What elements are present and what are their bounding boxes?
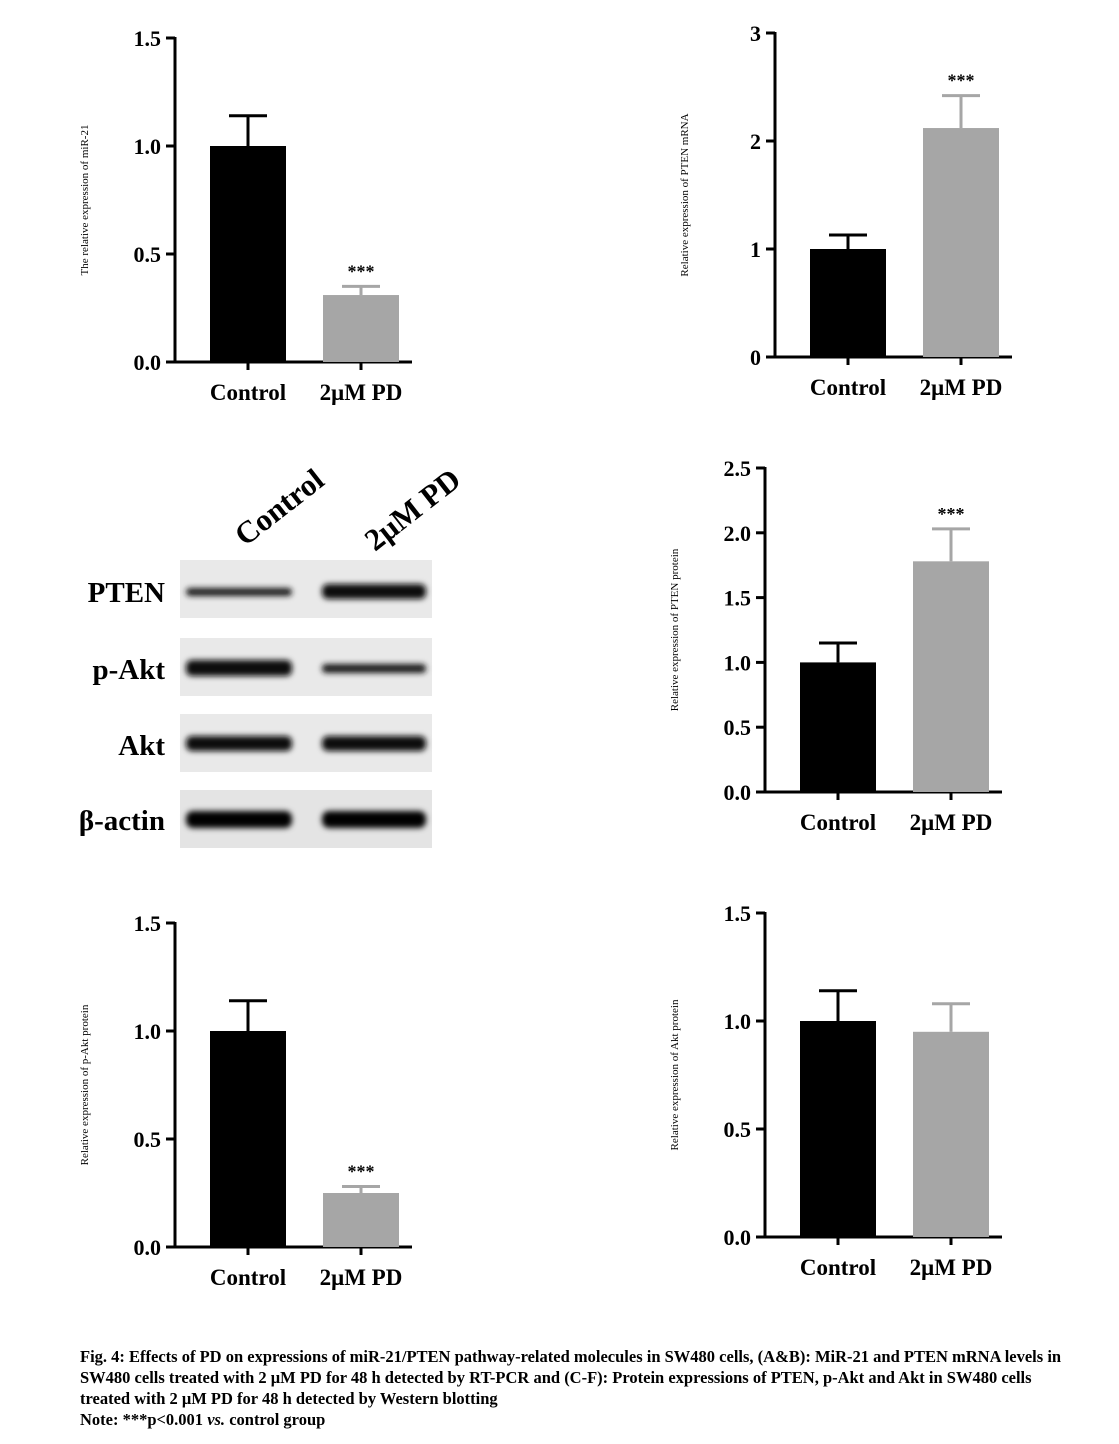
western-blot: Control 2μM PD PTEN p-Akt Akt β-actin xyxy=(79,461,467,848)
y-tick-label: 2 xyxy=(750,129,761,154)
y-axis-label: Relative expression of Akt protein xyxy=(669,999,681,1150)
band-pten-pd xyxy=(322,584,426,599)
bar-control xyxy=(210,146,286,362)
y-axis-label: Relative expression of PTEN protein xyxy=(669,548,681,711)
band-label-pakt: p-Akt xyxy=(92,654,165,686)
y-tick-label: 1.5 xyxy=(134,26,162,51)
y-tick-label: 1.5 xyxy=(724,901,752,926)
x-category-label: 2μM PD xyxy=(910,1255,993,1280)
band-pakt-pd xyxy=(322,664,426,673)
significance-label: *** xyxy=(348,1162,375,1182)
x-category-label: Control xyxy=(810,375,886,400)
band-beta-actin-control xyxy=(186,811,292,828)
x-category-label: Control xyxy=(210,380,286,405)
bar-pd xyxy=(923,128,999,357)
y-tick-label: 0 xyxy=(750,345,761,370)
lane-label-pd: 2μM PD xyxy=(358,461,467,557)
x-category-label: 2μM PD xyxy=(910,810,993,835)
y-tick-label: 1.0 xyxy=(134,1019,162,1044)
y-tick-label: 1.0 xyxy=(724,1009,752,1034)
y-tick-label: 3 xyxy=(750,21,761,46)
band-label-pten: PTEN xyxy=(88,577,165,609)
bar-control xyxy=(800,1021,876,1237)
y-tick-label: 0.5 xyxy=(134,1127,162,1152)
y-tick-label: 0.5 xyxy=(724,715,752,740)
chart-akt-protein: Relative expression of Akt protein 0.0 0.5… xyxy=(669,901,1002,1280)
x-category-label: 2μM PD xyxy=(320,1265,403,1290)
bar-pd xyxy=(323,295,399,362)
y-tick-label: 0.5 xyxy=(724,1117,752,1142)
significance-label: *** xyxy=(938,504,965,524)
chart-pakt-protein: Relative expression of p-Akt protein 0.0 0… xyxy=(79,911,412,1290)
significance-label: *** xyxy=(348,261,375,281)
y-axis-label: Relative expression of p-Akt protein xyxy=(79,1004,91,1165)
significance-label: *** xyxy=(948,71,975,91)
y-tick-label: 2.0 xyxy=(724,521,752,546)
band-label-akt: Akt xyxy=(118,730,165,762)
y-tick-label: 0.0 xyxy=(724,1225,752,1250)
y-tick-label: 1.0 xyxy=(724,650,752,675)
y-tick-label: 2.5 xyxy=(724,456,752,481)
y-tick-label: 0.0 xyxy=(134,1235,162,1260)
chart-miR21: The relative expression of miR-21 0.0 0.5 1… xyxy=(79,26,412,405)
x-category-label: 2μM PD xyxy=(320,380,403,405)
band-beta-actin-pd xyxy=(322,811,426,828)
bar-control xyxy=(210,1031,286,1247)
band-label-beta-actin: β-actin xyxy=(79,805,165,837)
band-pakt-control xyxy=(186,660,292,676)
caption-note: Note: ***p<0.001 vs. control group xyxy=(80,1409,1080,1430)
y-tick-label: 1 xyxy=(750,237,761,262)
y-tick-label: 1.5 xyxy=(724,586,752,611)
chart-pten-mrna: Relative expression of PTEN mRNA 0 1 2 3 Cont… xyxy=(679,21,1012,400)
y-tick-label: 0.5 xyxy=(134,242,162,267)
band-pten-control xyxy=(186,588,292,596)
x-category-label: Control xyxy=(800,1255,876,1280)
bar-pd xyxy=(913,1031,989,1237)
x-category-label: Control xyxy=(210,1265,286,1290)
bar-control xyxy=(810,249,886,357)
bar-pd xyxy=(323,1193,399,1247)
y-tick-label: 0.0 xyxy=(724,780,752,805)
y-tick-label: 1.0 xyxy=(134,134,162,159)
note-prefix: Note: ***p<0.001 xyxy=(80,1410,208,1429)
bar-pd xyxy=(913,561,989,792)
x-category-label: 2μM PD xyxy=(920,375,1003,400)
note-vs: vs. xyxy=(207,1410,226,1429)
band-akt-pd xyxy=(322,736,426,751)
band-akt-control xyxy=(186,736,292,751)
y-tick-label: 1.5 xyxy=(134,911,162,936)
bar-control xyxy=(800,662,876,792)
note-suffix: control group xyxy=(225,1410,326,1429)
caption-text: Fig. 4: Effects of PD on expressions of … xyxy=(80,1347,1062,1408)
y-axis-label: The relative expression of miR-21 xyxy=(79,125,91,276)
figure-caption: Fig. 4: Effects of PD on expressions of … xyxy=(80,1346,1080,1430)
lane-label-control: Control xyxy=(228,461,331,552)
y-axis-label: Relative expression of PTEN mRNA xyxy=(679,113,691,276)
y-tick-label: 0.0 xyxy=(134,350,162,375)
chart-pten-protein: Relative expression of PTEN protein 0.0 0.… xyxy=(669,456,1002,835)
x-category-label: Control xyxy=(800,810,876,835)
